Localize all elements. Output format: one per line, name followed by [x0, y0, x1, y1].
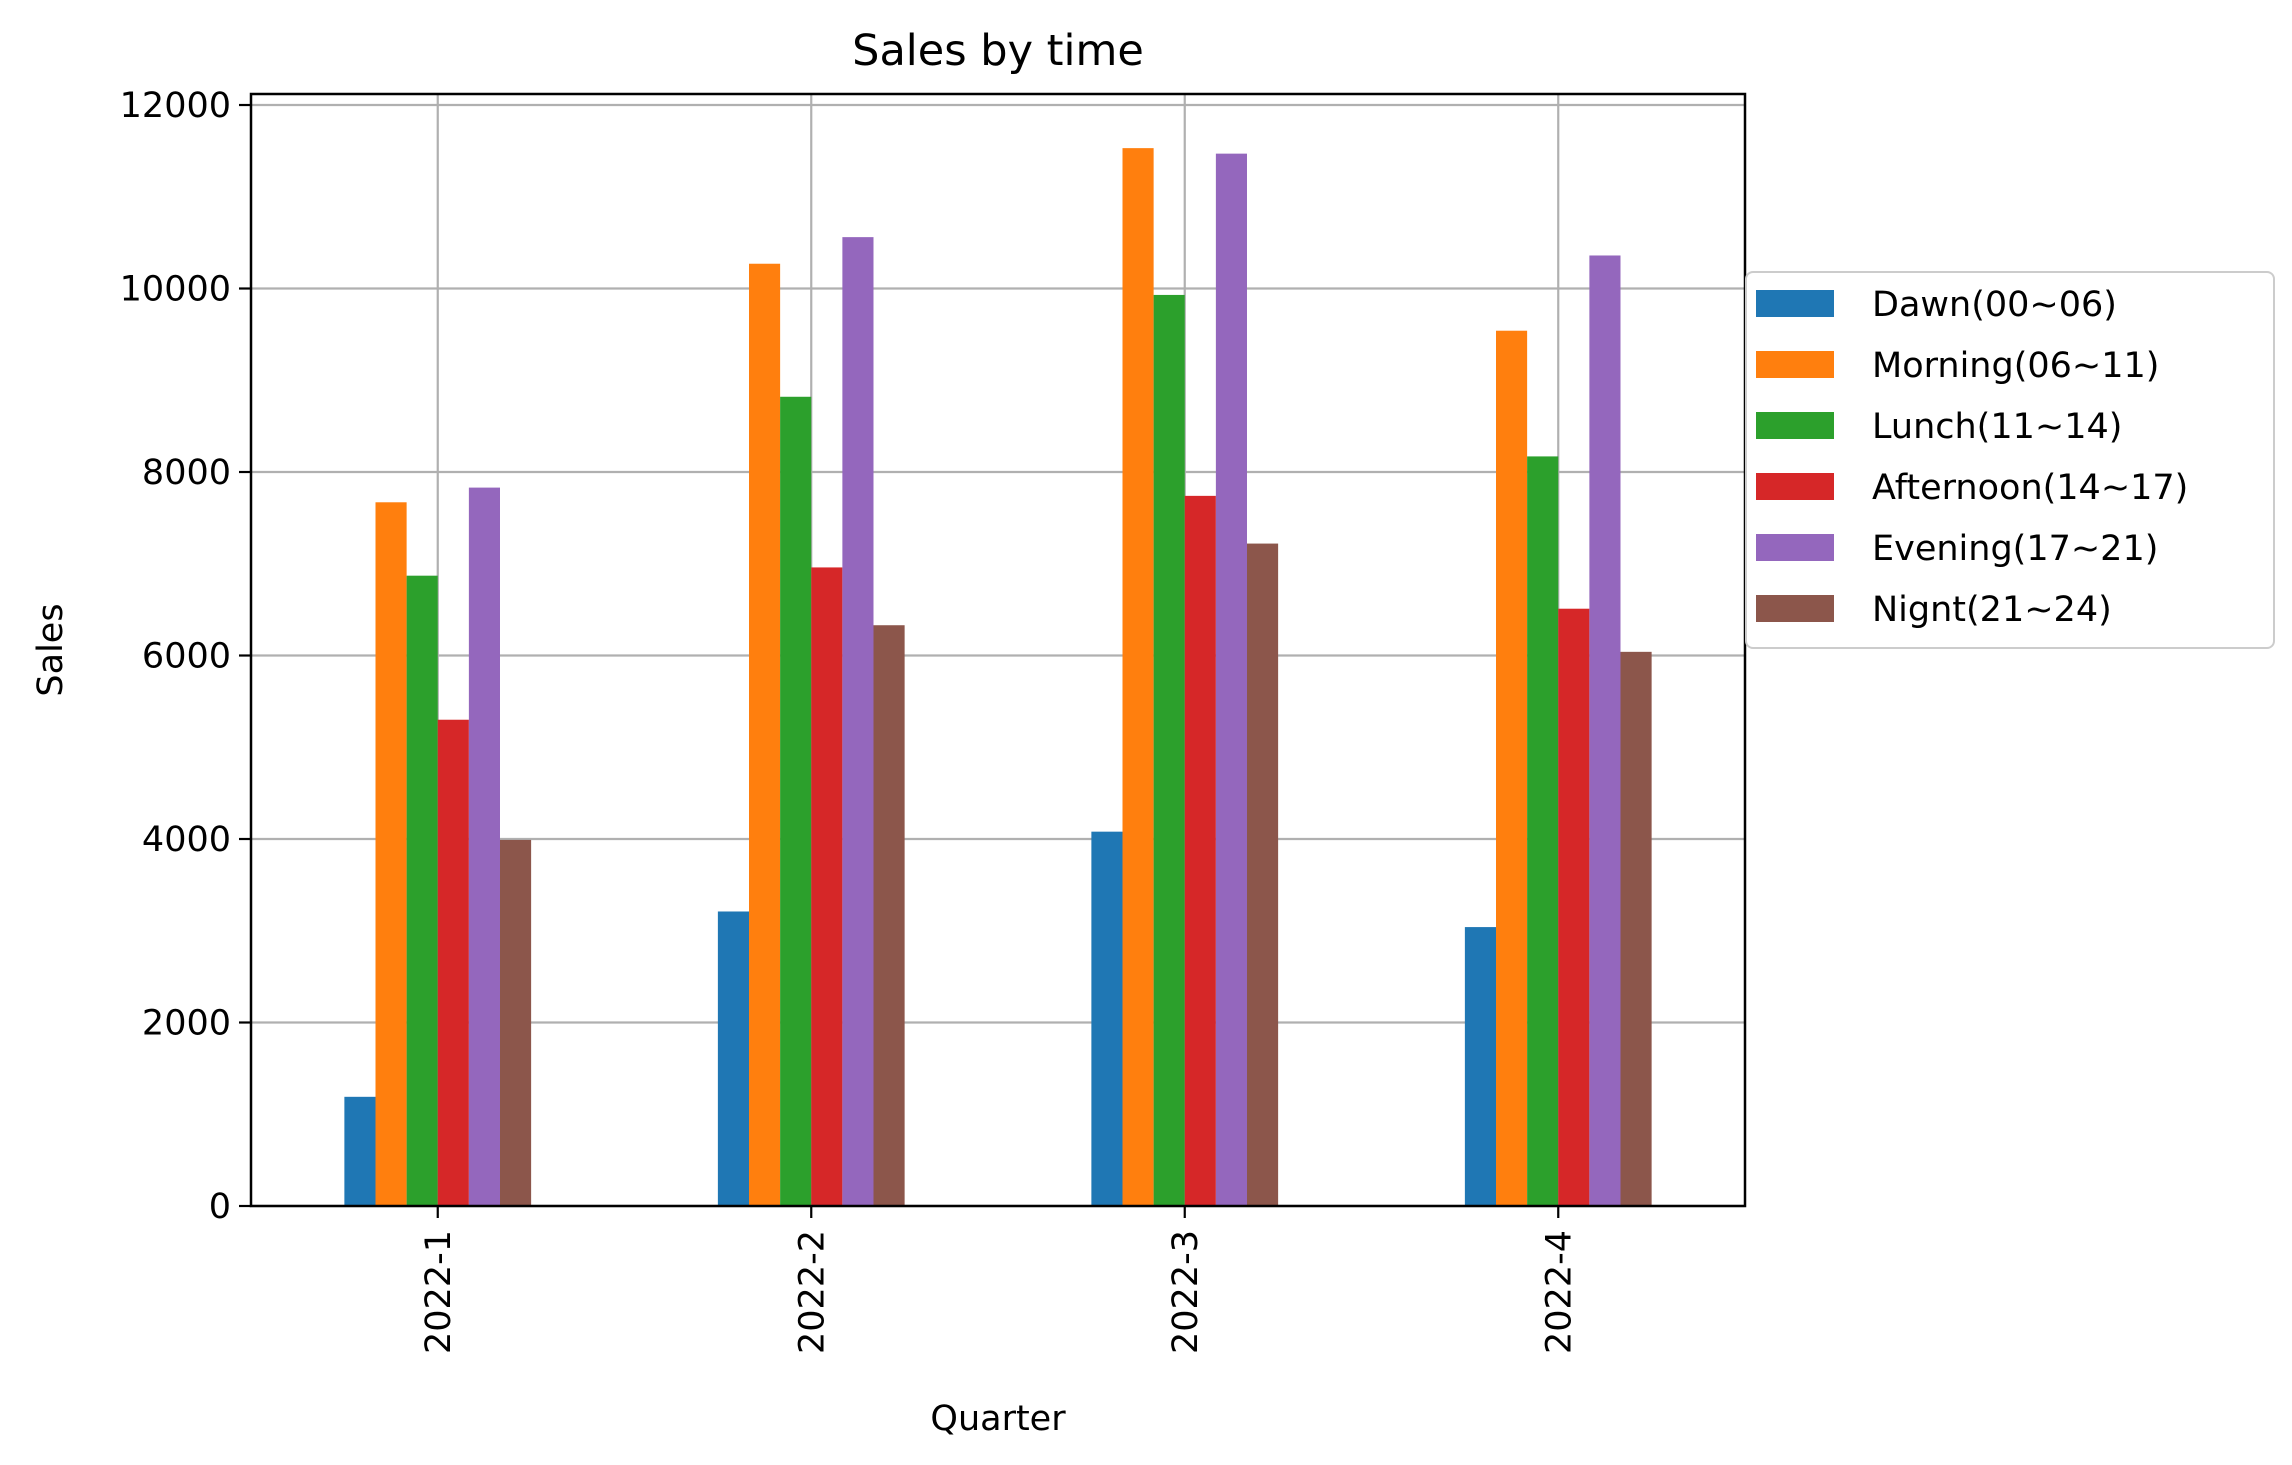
bar [1496, 330, 1528, 1206]
x-tick-label: 2022-3 [1166, 1230, 1206, 1354]
plot-frame [249, 92, 1747, 1208]
bar [873, 625, 905, 1206]
legend-label: Morning(06~11) [1872, 346, 2159, 386]
legend-swatch [1756, 534, 1834, 561]
y-tick-label: 4000 [142, 820, 231, 860]
y-tick-label: 8000 [142, 453, 231, 493]
legend-swatch [1756, 351, 1834, 378]
legend-swatch [1756, 473, 1834, 500]
bars [344, 148, 1652, 1207]
legend-label: Dawn(00~06) [1872, 285, 2117, 325]
bar [1527, 456, 1559, 1206]
chart-title: Sales by time [852, 26, 1144, 76]
legend-swatch [1756, 412, 1834, 439]
bar [1589, 255, 1621, 1207]
x-tick-label: 2022-2 [792, 1230, 832, 1354]
bar [1558, 608, 1590, 1206]
y-tick-label: 2000 [142, 1004, 231, 1044]
legend-label: Lunch(11~14) [1872, 407, 2122, 447]
axes: 0 2000 4000 6000 8000 10000 12000 2022-1 2022-2 2… [120, 86, 1580, 1354]
legend-swatch [1756, 290, 1834, 317]
bar [1091, 831, 1123, 1206]
bar [437, 719, 469, 1206]
y-tick-label: 12000 [120, 86, 231, 126]
bar [406, 575, 438, 1206]
legend-swatch [1756, 595, 1834, 622]
y-tick-label: 6000 [142, 637, 231, 677]
bar [1620, 651, 1652, 1206]
x-tick-label: 2022-4 [1539, 1230, 1579, 1354]
x-axis-label: Quarter [930, 1399, 1066, 1439]
legend-label: Nignt(21~24) [1872, 590, 2112, 630]
legend-label: Evening(17~21) [1872, 529, 2158, 569]
legend: Dawn(00~06) Morning(06~11) Lunch(11~14) Aft… [1745, 271, 2275, 649]
bar [1153, 294, 1185, 1207]
bar [1464, 927, 1496, 1206]
bar [468, 487, 500, 1206]
y-tick-label: 0 [209, 1187, 231, 1227]
legend-box [1745, 271, 2275, 649]
bar [1122, 148, 1154, 1206]
bar [842, 237, 874, 1206]
bar [749, 263, 781, 1206]
bar [375, 502, 407, 1206]
bar [344, 1096, 376, 1206]
bar [500, 839, 532, 1206]
bar [780, 396, 812, 1206]
bar [717, 911, 749, 1206]
bar [1184, 495, 1216, 1206]
legend-label: Afternoon(14~17) [1872, 468, 2188, 508]
bar [1247, 543, 1279, 1206]
bar [1215, 153, 1247, 1206]
x-tick-label: 2022-1 [419, 1230, 459, 1354]
y-axis-label: Sales [31, 603, 71, 696]
bar [811, 567, 843, 1206]
y-tick-label: 10000 [120, 270, 231, 310]
